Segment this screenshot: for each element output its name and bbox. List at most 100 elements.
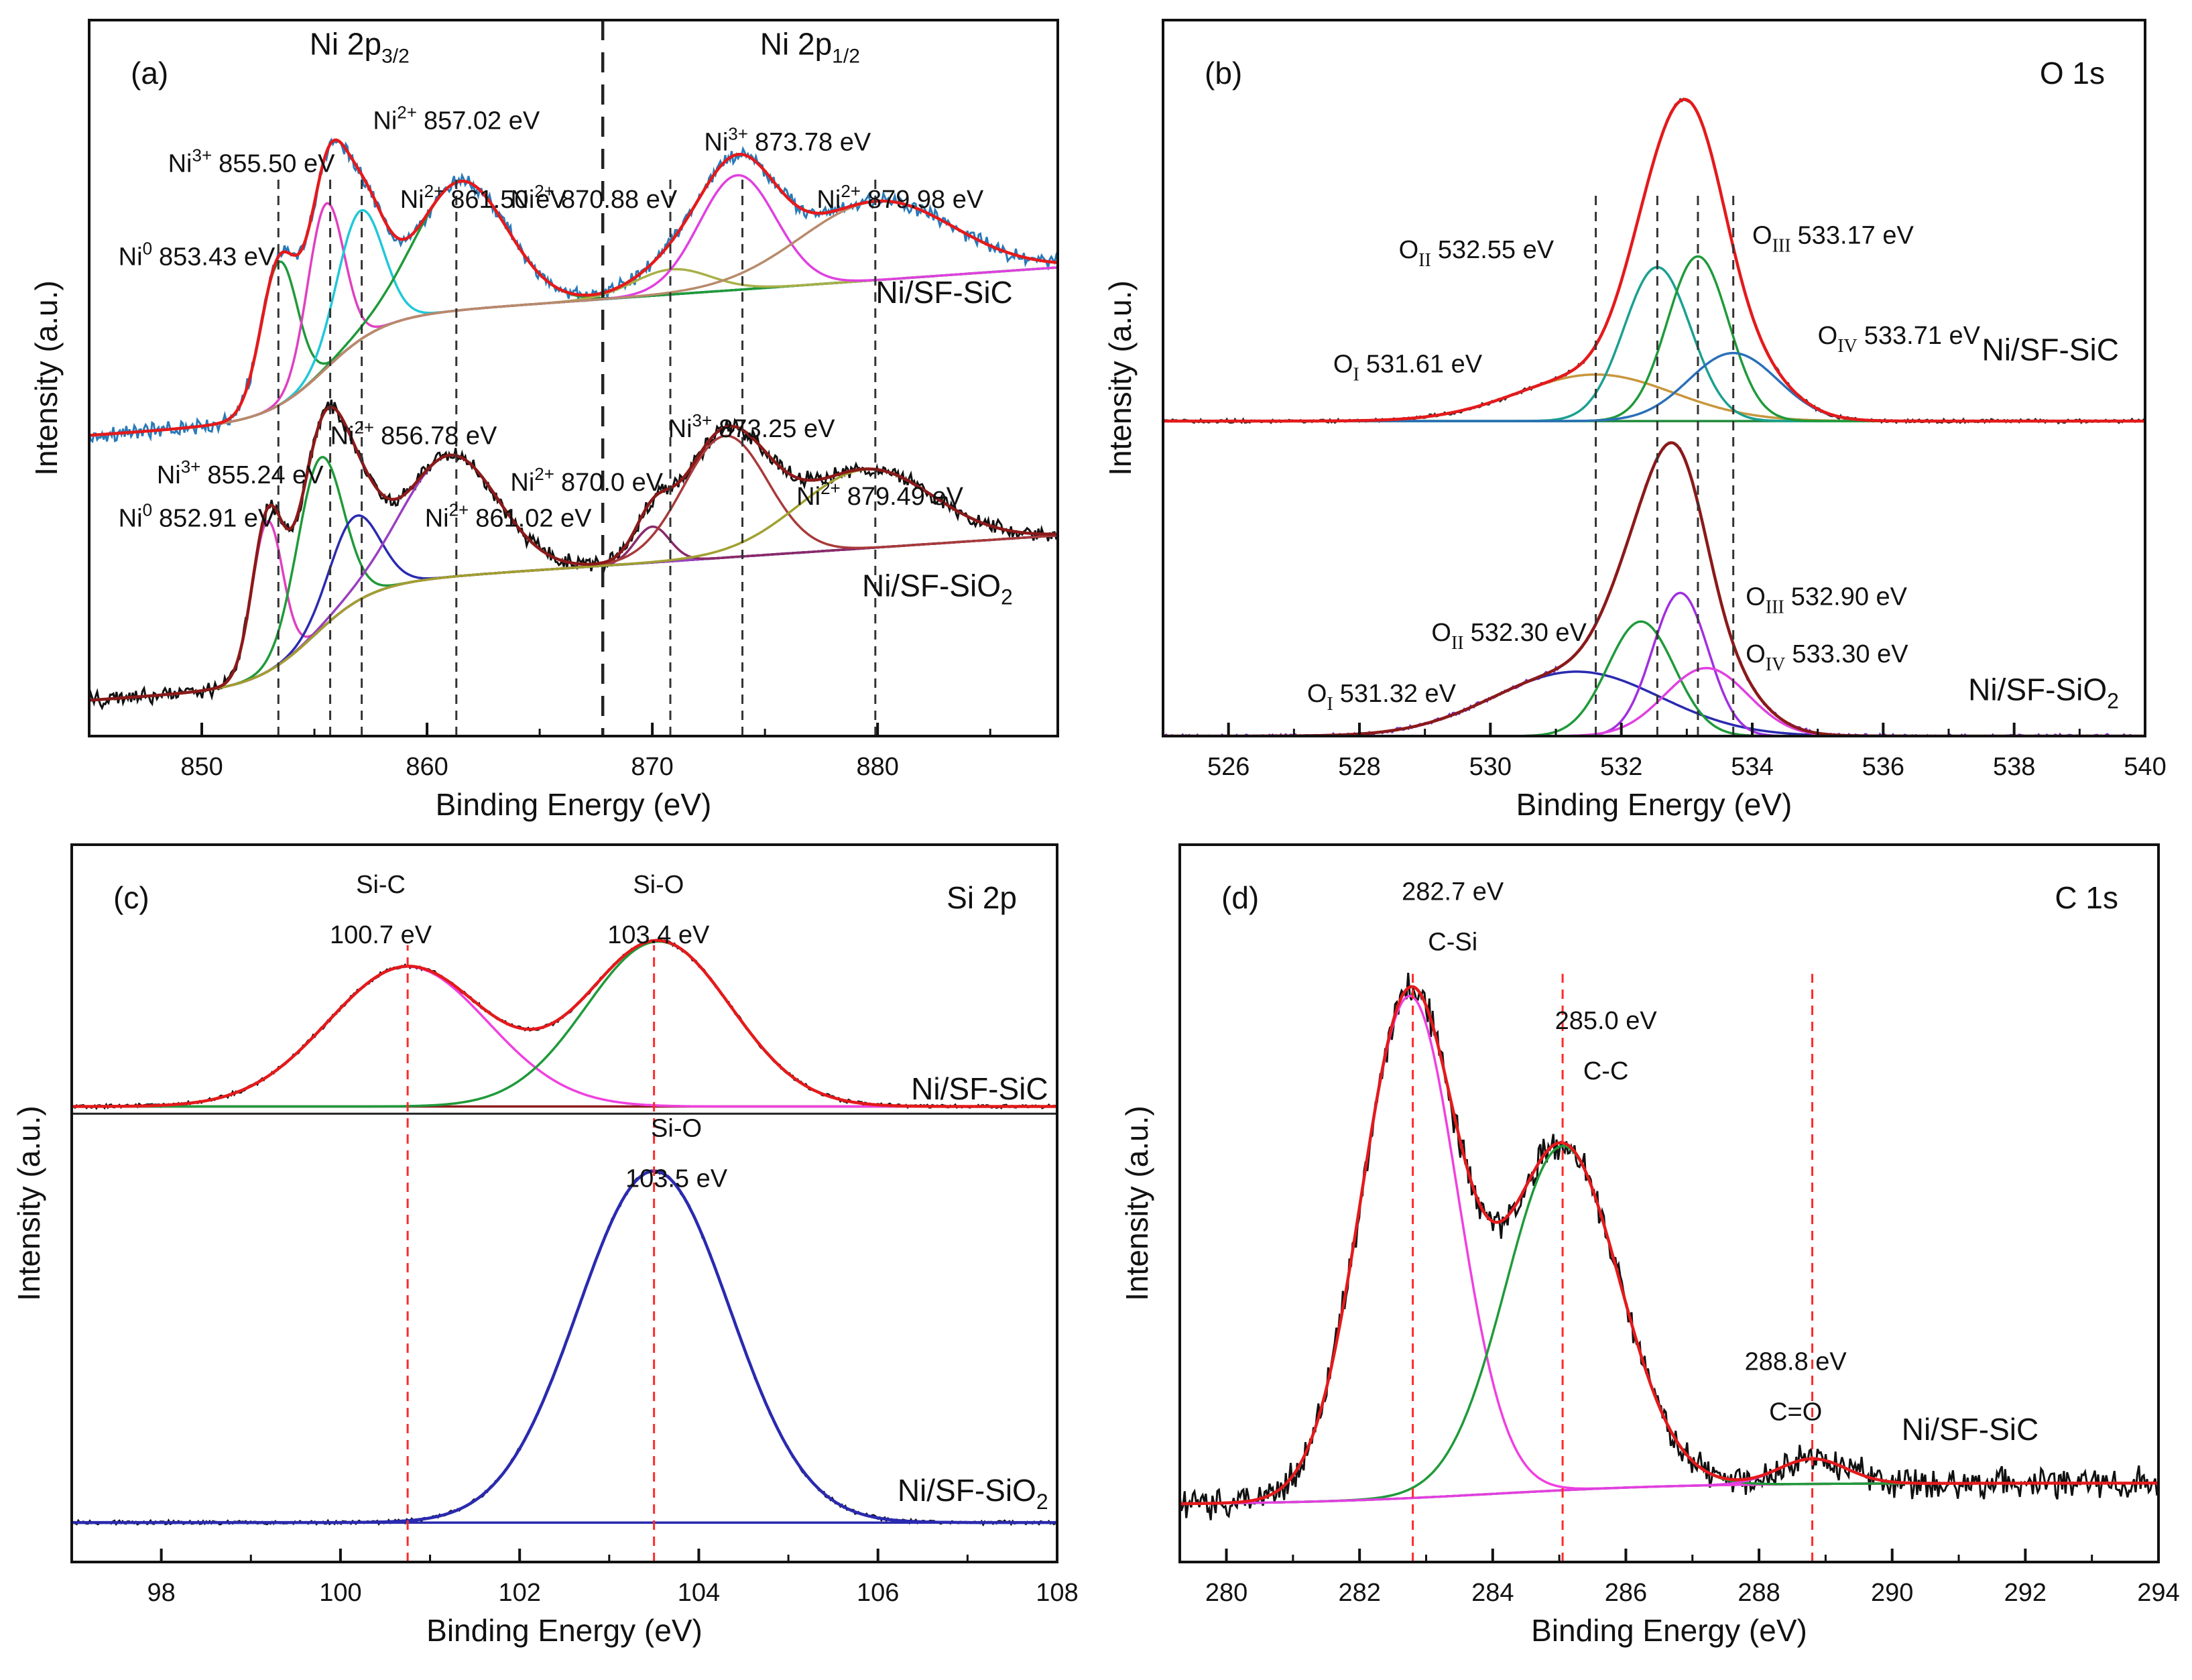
x-tick-label: 288 <box>1738 1579 1780 1607</box>
peak-label-detail: C-C <box>1583 1057 1629 1085</box>
region-label: Ni 2p1/2 <box>760 26 860 67</box>
peak-label: OIII 532.90 eV <box>1746 583 1907 618</box>
component-peak-d-0-1 <box>1180 1144 2158 1505</box>
y-axis-label: Intensity (a.u.) <box>1119 1105 1154 1301</box>
fit-envelope-d-0 <box>1180 985 2158 1506</box>
x-tick-label: 98 <box>147 1579 175 1607</box>
x-tick-label: 104 <box>678 1579 720 1607</box>
peak-label: Ni2+ 857.02 eV <box>373 103 540 135</box>
component-peak-a-0-6 <box>89 200 1058 437</box>
raw-data-b-0 <box>1163 97 2145 425</box>
x-tick-label: 100 <box>319 1579 361 1607</box>
y-axis-label: Intensity (a.u.) <box>29 280 64 475</box>
panel-label: (a) <box>131 56 168 91</box>
peak-label: Ni3+ 855.50 eV <box>168 145 335 178</box>
series-a-0 <box>89 137 1058 444</box>
peak-label-detail: C-Si <box>1428 928 1477 956</box>
x-tick-label: 106 <box>857 1579 899 1607</box>
sample-label: Ni/SF-SiC <box>875 275 1012 310</box>
panel-label: (c) <box>113 880 149 915</box>
panel-a: 850 860 870 880 Binding Energy (eV) Intensity… <box>29 19 1059 822</box>
x-tick-label: 280 <box>1205 1579 1247 1607</box>
x-tick-label: 102 <box>498 1579 540 1607</box>
peak-label: 285.0 eV <box>1555 1007 1658 1035</box>
component-peak-b-1-3 <box>1163 666 2145 736</box>
component-peak-a-1-4 <box>89 525 1058 702</box>
x-tick-label: 534 <box>1731 753 1773 781</box>
x-tick-label: 528 <box>1338 753 1380 781</box>
panel-d: 280 282 284 286 288 290 292 294 Binding Energy (… <box>1119 843 2180 1648</box>
peak-label: Ni0 852.91 eV <box>119 499 276 532</box>
fit-envelope-c-0 <box>72 939 1057 1108</box>
plot-area-d <box>1180 972 2158 1520</box>
peak-label: Ni2+ 879.49 eV <box>796 478 963 511</box>
x-tick-label: 850 <box>180 753 223 781</box>
x-axis-label: Binding Energy (eV) <box>426 1613 703 1648</box>
peak-label: OIII 533.17 eV <box>1752 221 1914 256</box>
x-axis-label: Binding Energy (eV) <box>436 787 712 822</box>
x-axis-label: Binding Energy (eV) <box>1516 787 1792 822</box>
fit-envelope-a-0 <box>89 138 1058 437</box>
sample-label: Ni/SF-SiO2 <box>898 1473 1048 1514</box>
peak-label: Si-O <box>633 871 684 899</box>
x-tick-label: 292 <box>2004 1579 2047 1607</box>
plot-frame-c <box>70 843 1058 1563</box>
peak-label: Ni2+ 861.50 eV <box>400 181 567 214</box>
series-c-1 <box>72 1169 1057 1527</box>
peak-label-detail: C=O <box>1769 1398 1822 1426</box>
peak-label: OI 531.61 eV <box>1333 351 1483 385</box>
peak-label: Ni2+ 879.98 eV <box>816 181 983 214</box>
region-label: Ni 2p3/2 <box>310 26 410 67</box>
series-a-1 <box>89 399 1058 711</box>
fit-envelope-c-1 <box>72 1169 1057 1524</box>
component-peak-b-0-0 <box>1163 373 2145 422</box>
plot-area-a <box>89 137 1058 711</box>
component-peak-d-0-2 <box>1180 1457 2158 1505</box>
peak-label: OIV 533.30 eV <box>1746 640 1908 675</box>
x-tick-label: 286 <box>1605 1579 1647 1607</box>
x-tick-label: 530 <box>1469 753 1512 781</box>
sample-label: Ni/SF-SiC <box>1902 1412 2038 1447</box>
background-a-1 <box>89 534 1058 702</box>
peak-label: OI 531.32 eV <box>1307 680 1457 715</box>
sample-label: Ni/SF-SiO2 <box>862 568 1013 609</box>
peak-label-detail: 103.5 eV <box>625 1165 728 1193</box>
peak-label: Ni2+ 870.0 eV <box>510 464 663 497</box>
panel-title: Si 2p <box>947 880 1017 915</box>
x-axis-label: Binding Energy (eV) <box>1531 1613 1807 1648</box>
x-tick-label: 294 <box>2137 1579 2179 1607</box>
x-tick-label: 526 <box>1207 753 1250 781</box>
peak-label: Ni2+ 870.88 eV <box>510 181 677 214</box>
x-tick-label: 282 <box>1338 1579 1380 1607</box>
plot-frame-a <box>88 19 1059 737</box>
plot-area-c <box>72 937 1057 1527</box>
plot-frame-d <box>1178 843 2160 1563</box>
peak-label: Ni3+ 855.24 eV <box>157 457 324 489</box>
x-tick-label: 290 <box>1871 1579 1913 1607</box>
panel-b: 526 528 530 532 534 536 538 540 Binding Energy (… <box>1103 19 2167 822</box>
plot-area-b <box>1163 97 2145 736</box>
peak-label: 288.8 eV <box>1745 1347 1847 1376</box>
sample-label: Ni/SF-SiO2 <box>1968 672 2119 713</box>
panel-title: C 1s <box>2055 880 2118 915</box>
raw-data-c-0 <box>72 937 1057 1110</box>
peak-label: Ni0 853.43 eV <box>119 238 276 271</box>
x-tick-label: 880 <box>856 753 898 781</box>
peak-label-detail: 100.7 eV <box>330 921 432 949</box>
peak-label: 282.7 eV <box>1402 878 1504 906</box>
peak-label: Ni2+ 856.78 eV <box>330 417 497 450</box>
peak-label-detail: 103.4 eV <box>607 921 710 949</box>
fit-envelope-a-1 <box>89 406 1058 702</box>
x-tick-label: 538 <box>1993 753 2035 781</box>
component-peak-a-1-0 <box>89 520 1058 702</box>
sample-label: Ni/SF-SiC <box>911 1071 1048 1106</box>
peak-label: Ni2+ 861.02 eV <box>425 499 592 532</box>
peak-label: OII 532.55 eV <box>1399 236 1555 271</box>
peak-label: OIV 533.71 eV <box>1818 322 1981 357</box>
peak-label: Ni3+ 873.25 eV <box>668 410 835 443</box>
fit-envelope-b-0 <box>1163 98 2145 423</box>
series-d-0 <box>1180 972 2158 1520</box>
component-peak-a-0-1 <box>89 202 1058 437</box>
panel-title: O 1s <box>2040 56 2105 91</box>
